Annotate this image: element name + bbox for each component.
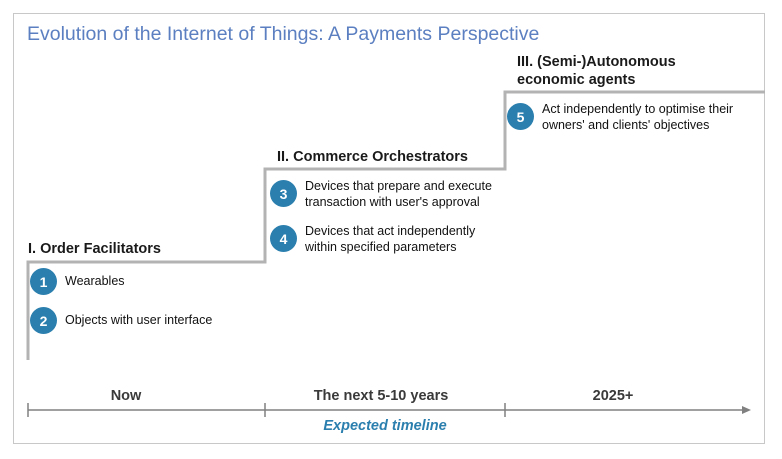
timeline-label-next: The next 5-10 years xyxy=(313,388,449,404)
timeline-caption: Expected timeline xyxy=(323,418,447,434)
timeline-label-later: 2025+ xyxy=(592,388,634,404)
item-text: Devices that prepare and execute transac… xyxy=(305,178,492,210)
number-badge: 5 xyxy=(507,103,534,130)
stage-2-item-4: 4 Devices that act independently within … xyxy=(270,223,475,255)
timeline-axis xyxy=(27,403,751,417)
item-text-line: Objects with user interface xyxy=(65,313,213,327)
item-text: Wearables xyxy=(65,268,125,289)
item-text: Devices that act independently within sp… xyxy=(305,223,475,255)
item-text-line: Devices that prepare and execute xyxy=(305,179,492,193)
item-text-line: Act independently to optimise their xyxy=(542,102,734,116)
diagram-title: Evolution of the Internet of Things: A P… xyxy=(27,23,540,45)
stage-2-item-3: 3 Devices that prepare and execute trans… xyxy=(270,178,492,210)
stage-1-title-line: I. Order Facilitators xyxy=(28,241,161,257)
number-badge: 4 xyxy=(270,225,297,252)
stage-2-title: II. Commerce Orchestrators xyxy=(277,148,468,166)
item-text-line: within specified parameters xyxy=(305,240,457,254)
diagram-frame xyxy=(13,13,765,444)
item-text-line: Wearables xyxy=(65,274,125,288)
timeline-label-now: Now xyxy=(110,388,142,404)
timeline-arrow-head xyxy=(742,406,751,414)
number-badge: 2 xyxy=(30,307,57,334)
item-text-line: owners' and clients' objectives xyxy=(542,118,710,132)
item-text-line: Devices that act independently xyxy=(305,224,476,238)
stage-3-title-line-1: III. (Semi-)Autonomous xyxy=(517,54,676,70)
stage-3-title-line-2: economic agents xyxy=(517,72,636,88)
stage-3-item-5: 5 Act independently to optimise their ow… xyxy=(507,101,733,133)
stage-1-item-1: 1 Wearables xyxy=(30,268,125,295)
stage-1-title: I. Order Facilitators xyxy=(28,240,161,258)
item-text-line: transaction with user's approval xyxy=(305,195,480,209)
stage-1-item-2: 2 Objects with user interface xyxy=(30,307,212,334)
number-badge: 1 xyxy=(30,268,57,295)
number-badge: 3 xyxy=(270,180,297,207)
staircase-line xyxy=(26,90,765,360)
stage-3-title: III. (Semi-)Autonomous economic agents xyxy=(517,53,676,89)
item-text: Objects with user interface xyxy=(65,307,212,328)
item-text: Act independently to optimise their owne… xyxy=(542,101,733,133)
stage-2-title-line: II. Commerce Orchestrators xyxy=(277,149,468,165)
